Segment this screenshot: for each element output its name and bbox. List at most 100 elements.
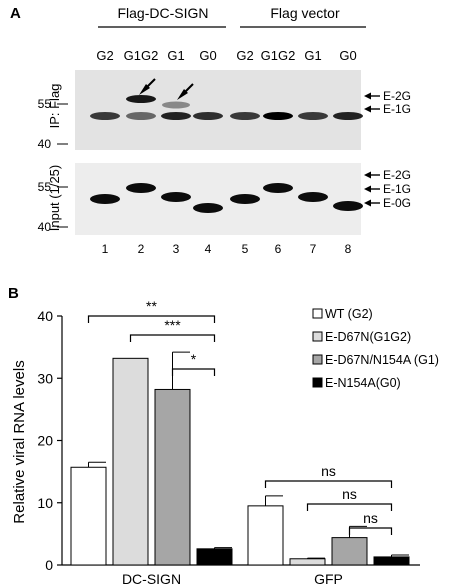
lane-header-2: G1G2 xyxy=(124,48,159,63)
legend-label-1: WT (G2) xyxy=(325,307,373,321)
lane-number-6: 6 xyxy=(275,242,282,256)
label-e2g-top: E-2G xyxy=(383,89,411,103)
sig-bracket-6: ns xyxy=(348,510,393,535)
bar-2-3 xyxy=(331,537,368,566)
legend-label-3: E-D67N/N154A (G1) xyxy=(325,353,439,367)
panel-b-label: B xyxy=(8,285,19,302)
band-ip-1g-lane-7 xyxy=(298,112,328,120)
label-e2g-bottom: E-2G xyxy=(383,168,411,182)
sig-bracket-5: ns xyxy=(306,486,393,511)
bar-1-2 xyxy=(112,357,149,566)
arrow-lane2-icon xyxy=(139,78,156,95)
label-e1g-bottom: E-1G xyxy=(383,182,411,196)
band-input-lane-2 xyxy=(126,183,156,193)
legend: WT (G2) E-D67N(G1G2) E-D67N/N154A (G1) E-N1… xyxy=(312,307,439,390)
sig-bracket-3: * xyxy=(171,351,216,376)
marker-55-bottom: 55 xyxy=(38,180,52,194)
sig-bracket-6-label: ns xyxy=(363,510,378,526)
error-bar-1-3 xyxy=(172,351,190,390)
panel-a-label: A xyxy=(10,5,21,22)
x-tick-label: DC-SIGN xyxy=(122,571,181,587)
lane-header-5: G2 xyxy=(236,48,253,63)
bar-2-1 xyxy=(247,505,284,566)
group-vector-title: Flag vector xyxy=(270,5,340,21)
band-input-lane-6 xyxy=(263,183,293,193)
sig-bracket-2: *** xyxy=(129,317,216,342)
label-e0g-bottom: E-0G xyxy=(383,196,411,210)
error-bar-2-4 xyxy=(391,554,409,557)
error-bar-1-4 xyxy=(214,547,232,549)
marker-55-top: 55 xyxy=(38,97,52,111)
lane-number-8: 8 xyxy=(345,242,352,256)
lane-headers: G2 G1G2 G1 G0 G2 G1G2 G1 G0 xyxy=(96,48,356,63)
legend-swatch-4 xyxy=(312,377,323,388)
error-bar-1-1 xyxy=(88,461,106,468)
band-ip-1g-lane-8 xyxy=(333,112,363,120)
bar-1-4 xyxy=(196,548,233,566)
y-tick-label: 0 xyxy=(45,557,53,573)
sig-bracket-3-label: * xyxy=(191,351,197,367)
chart-ylabel: Relative viral RNA levels xyxy=(11,360,28,523)
ip-flag-membrane xyxy=(75,70,361,150)
error-bar-2-2 xyxy=(307,557,325,559)
band-input-lane-4 xyxy=(193,203,223,213)
lane-header-1: G2 xyxy=(96,48,113,63)
lane-header-4: G0 xyxy=(199,48,216,63)
lane-number-4: 4 xyxy=(205,242,212,256)
sig-bracket-4: ns xyxy=(264,463,393,488)
y-tick-label: 30 xyxy=(37,370,53,386)
band-ip-1g-lane-4 xyxy=(193,112,223,120)
band-ip-2g-lane-3 xyxy=(162,101,190,109)
lane-number-3: 3 xyxy=(173,242,180,256)
sig-bracket-2-label: *** xyxy=(164,317,181,333)
y-tick-label: 10 xyxy=(37,495,53,511)
lane-number-2: 2 xyxy=(138,242,145,256)
ip-flag-ylabel: IP: Flag xyxy=(47,84,62,129)
input-blot: Input (1/25) 55 40 E-2G E-1G E-0G xyxy=(38,163,411,235)
label-e1g-top: E-1G xyxy=(383,102,411,116)
band-input-lane-1 xyxy=(90,194,120,204)
sig-bracket-5-label: ns xyxy=(342,486,357,502)
group-dcsign-title: Flag-DC-SIGN xyxy=(117,5,208,21)
error-bar-2-1 xyxy=(265,495,283,506)
band-ip-1g-lane-3 xyxy=(161,112,191,120)
band-ip-1g-lane-5 xyxy=(230,112,260,120)
lane-number-1: 1 xyxy=(102,242,109,256)
bar-2-4 xyxy=(373,556,410,566)
bar-2-2 xyxy=(289,558,326,566)
ip-flag-blot: IP: Flag 55 40 E-2G E-1G xyxy=(38,70,411,151)
arrow-e1g-bottom-icon xyxy=(364,185,371,193)
band-input-lane-7 xyxy=(298,192,328,202)
band-ip-1g-lane-1 xyxy=(90,112,120,120)
legend-swatch-2 xyxy=(312,331,323,342)
y-tick-label: 20 xyxy=(37,433,53,449)
sig-bracket-4-label: ns xyxy=(321,463,336,479)
band-ip-1g-lane-6 xyxy=(263,112,293,120)
bar-1-3 xyxy=(154,388,191,566)
input-ylabel: Input (1/25) xyxy=(47,165,62,232)
arrow-e2g-top-icon xyxy=(364,92,371,100)
marker-40-bottom: 40 xyxy=(38,220,52,234)
band-input-lane-8 xyxy=(333,201,363,211)
lane-header-3: G1 xyxy=(167,48,184,63)
sig-bracket-1: ** xyxy=(87,298,216,323)
arrow-e2g-bottom-icon xyxy=(364,171,371,179)
lane-header-7: G1 xyxy=(304,48,321,63)
arrow-e0g-bottom-icon xyxy=(364,199,371,207)
band-ip-2g-lane-2 xyxy=(126,95,156,103)
lane-number-7: 7 xyxy=(310,242,317,256)
arrow-e1g-top-icon xyxy=(364,105,371,113)
legend-label-4: E-N154A(G0) xyxy=(325,376,401,390)
lane-number-5: 5 xyxy=(242,242,249,256)
lane-header-8: G0 xyxy=(339,48,356,63)
lane-header-6: G1G2 xyxy=(261,48,296,63)
legend-swatch-1 xyxy=(312,308,323,319)
y-tick-label: 40 xyxy=(37,308,53,324)
bar-1-1 xyxy=(70,466,107,566)
marker-40-top: 40 xyxy=(38,137,52,151)
legend-label-2: E-D67N(G1G2) xyxy=(325,330,411,344)
lane-numbers: 1 2 3 4 5 6 7 8 xyxy=(102,242,352,256)
legend-swatch-3 xyxy=(312,354,323,365)
